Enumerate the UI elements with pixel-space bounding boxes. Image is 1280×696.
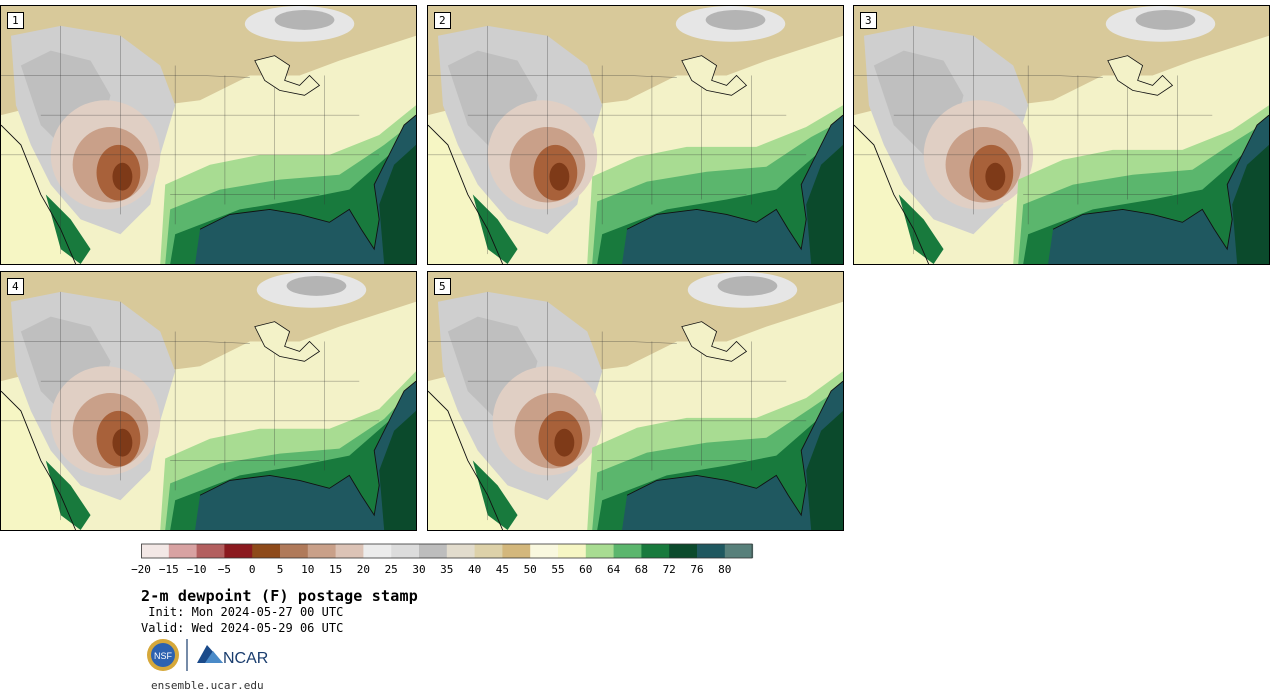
colorbar-tick: 68 xyxy=(634,563,649,576)
colorbar-swatch xyxy=(530,544,559,558)
ncar-logo-text: NCAR xyxy=(223,650,268,667)
colorbar-swatch xyxy=(335,544,364,558)
colorbar-tick: −10 xyxy=(186,563,207,576)
member-number-label: 5 xyxy=(434,278,451,295)
ensemble-member-map: 2 xyxy=(427,5,844,265)
colorbar-tick: 55 xyxy=(551,563,565,576)
colorbar-swatch xyxy=(224,544,253,558)
member-number-label: 3 xyxy=(860,12,877,29)
colorbar-swatch xyxy=(474,544,503,558)
colorbar-tick: 40 xyxy=(467,563,482,576)
colorbar-swatch xyxy=(419,544,448,558)
colorbar-swatch xyxy=(641,544,670,558)
colorbar-swatch xyxy=(363,544,392,558)
colorbar-tick: −15 xyxy=(158,563,179,576)
colorbar-swatch xyxy=(558,544,587,558)
colorbar-tick: 80 xyxy=(718,563,732,576)
dewpoint-map xyxy=(428,272,843,530)
colorbar-swatch xyxy=(502,544,531,558)
member-number-label: 2 xyxy=(434,12,451,29)
dewpoint-map xyxy=(1,272,416,530)
colorbar-swatch xyxy=(168,544,198,558)
colorbar-swatch xyxy=(391,544,420,558)
dewpoint-map xyxy=(1,6,416,264)
member-number-label: 1 xyxy=(7,12,24,29)
colorbar-swatch xyxy=(446,544,476,558)
website-url: ensemble.ucar.edu xyxy=(151,679,264,692)
ensemble-member-map: 4 xyxy=(0,271,417,531)
colorbar-tick: 45 xyxy=(495,563,510,576)
colorbar-swatch xyxy=(697,544,726,558)
colorbar-swatch xyxy=(252,544,281,558)
colorbar-tick: −20 xyxy=(131,563,151,576)
member-number-label: 4 xyxy=(7,278,24,295)
colorbar-tick: 30 xyxy=(412,563,426,576)
colorbar-tick: 25 xyxy=(384,563,398,576)
ensemble-member-map: 1 xyxy=(0,5,417,265)
colorbar-tick: 20 xyxy=(356,563,371,576)
colorbar-swatch xyxy=(613,544,642,558)
init-time: Init: Mon 2024-05-27 00 UTC xyxy=(141,605,344,619)
colorbar-swatch xyxy=(585,544,615,558)
colorbar-tick: 64 xyxy=(606,563,621,576)
colorbar-tick: 5 xyxy=(276,563,284,576)
colorbar-tick: 50 xyxy=(523,563,537,576)
colorbar-tick: 76 xyxy=(690,563,704,576)
ensemble-member-map: 5 xyxy=(427,271,844,531)
nsf-logo-text: NSF xyxy=(154,651,173,661)
colorbar-tick: 10 xyxy=(301,563,315,576)
colorbar-swatch xyxy=(724,544,754,558)
colorbar-swatch xyxy=(307,544,337,558)
ncar-logo: NCAR xyxy=(197,645,268,667)
dewpoint-map xyxy=(854,6,1269,264)
colorbar-swatch xyxy=(196,544,225,558)
colorbar-swatch xyxy=(141,544,170,558)
nsf-ncar-logos: NSF NCAR xyxy=(147,639,268,671)
colorbar-swatch xyxy=(669,544,698,558)
colorbar xyxy=(141,543,754,559)
ensemble-member-map: 3 xyxy=(853,5,1270,265)
colorbar-tick: 60 xyxy=(579,563,593,576)
dewpoint-map xyxy=(428,6,843,264)
colorbar-tick: −5 xyxy=(217,563,232,576)
colorbar-tick: 72 xyxy=(662,563,676,576)
colorbar-tick: 15 xyxy=(328,563,343,576)
chart-title: 2-m dewpoint (F) postage stamp xyxy=(141,587,418,605)
colorbar-tick: 0 xyxy=(248,563,256,576)
colorbar-tick: 35 xyxy=(440,563,454,576)
valid-time: Valid: Wed 2024-05-29 06 UTC xyxy=(141,621,344,635)
nsf-logo: NSF xyxy=(147,639,179,671)
colorbar-swatch xyxy=(280,544,309,558)
